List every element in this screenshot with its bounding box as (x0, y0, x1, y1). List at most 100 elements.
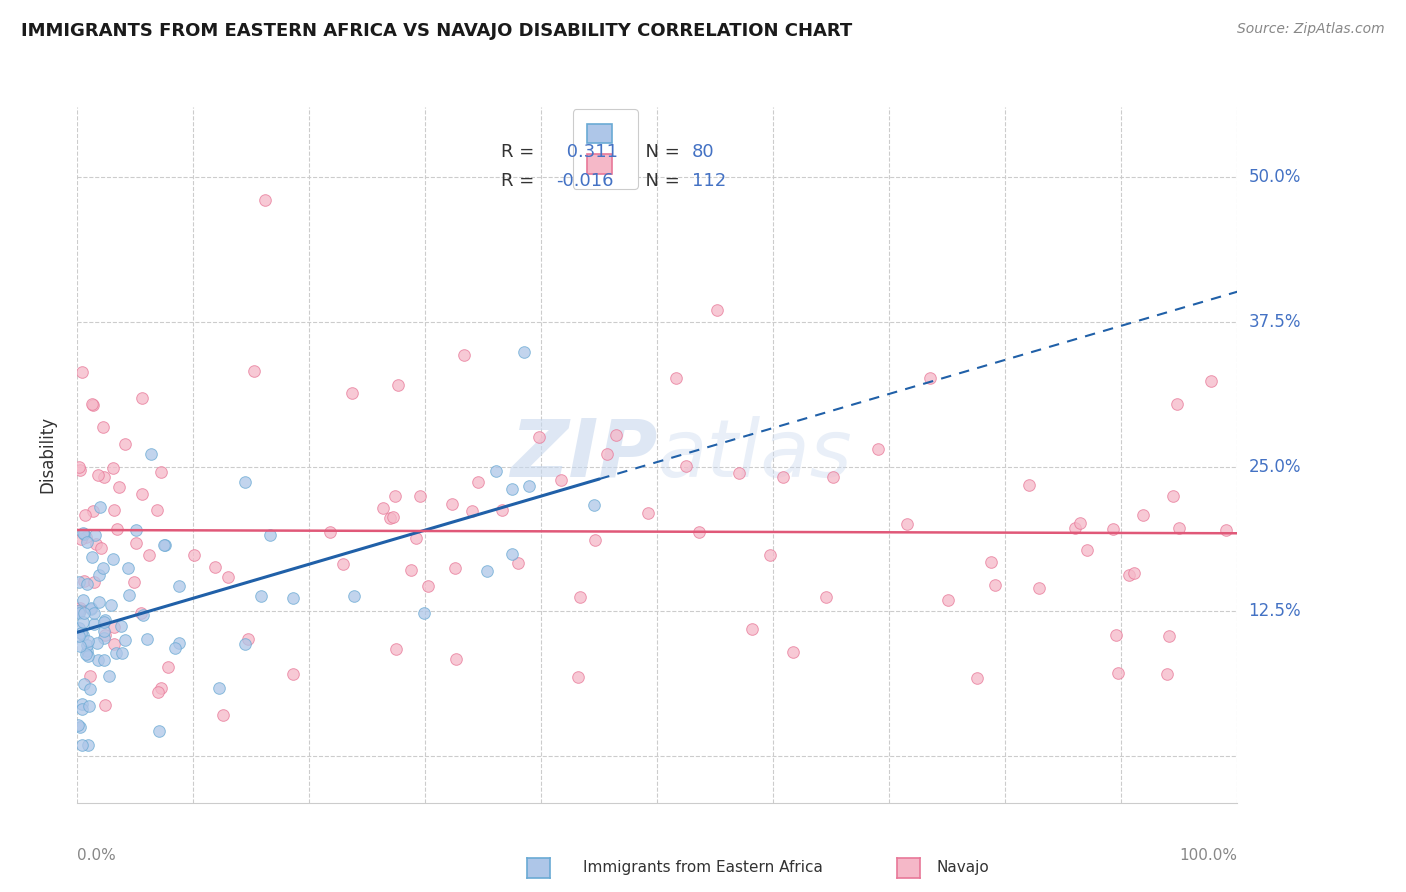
Point (401, 563, 423, 577)
Point (79, 669, 101, 683)
Text: Immigrants from Eastern Africa: Immigrants from Eastern Africa (583, 860, 823, 874)
Point (73, 527, 96, 541)
Point (69, 601, 91, 615)
Point (110, 618, 132, 632)
Point (1105, 628, 1128, 642)
Point (77, 698, 100, 713)
Point (150, 681, 173, 696)
Point (1069, 516, 1091, 531)
Point (866, 442, 889, 456)
Point (89, 500, 111, 514)
Point (70, 626, 93, 640)
Point (319, 524, 342, 539)
Point (461, 503, 484, 517)
Point (148, 724, 170, 739)
Point (141, 447, 163, 461)
Text: 50.0%: 50.0% (1249, 168, 1301, 186)
Point (1076, 542, 1098, 557)
Point (332, 557, 354, 571)
Point (83, 606, 105, 620)
Point (966, 671, 988, 685)
Point (104, 646, 127, 660)
Point (72, 607, 94, 621)
Point (114, 437, 136, 451)
Point (233, 475, 256, 490)
Point (1018, 478, 1040, 492)
Point (67, 604, 90, 618)
Point (167, 636, 190, 650)
Point (1123, 566, 1146, 580)
Point (1107, 665, 1129, 680)
Point (675, 458, 697, 473)
Point (111, 647, 134, 661)
Point (69, 463, 91, 477)
Point (1118, 567, 1140, 582)
Point (131, 487, 153, 501)
Text: R =: R = (501, 144, 540, 161)
Point (70, 702, 93, 716)
Point (569, 591, 592, 605)
Point (107, 480, 129, 494)
Point (772, 470, 794, 484)
Point (67, 606, 90, 620)
Point (83, 574, 105, 589)
Point (665, 371, 688, 385)
Text: 80: 80 (692, 144, 714, 161)
Point (413, 606, 436, 620)
Point (983, 578, 1005, 592)
Point (86, 636, 108, 650)
Text: N =: N = (634, 172, 686, 191)
Text: IMMIGRANTS FROM EASTERN AFRICA VS NAVAJO DISABILITY CORRELATION CHART: IMMIGRANTS FROM EASTERN AFRICA VS NAVAJO… (21, 22, 852, 40)
Point (567, 670, 589, 684)
Point (506, 556, 529, 570)
Point (84, 527, 107, 541)
Legend: , : , (572, 109, 637, 188)
Point (82, 504, 104, 518)
Point (72, 593, 94, 607)
Point (453, 348, 475, 362)
Point (73, 677, 96, 691)
Point (688, 524, 710, 539)
Point (105, 522, 128, 536)
Point (69, 532, 91, 546)
Text: 12.5%: 12.5% (1249, 602, 1301, 621)
Text: R =: R = (501, 172, 540, 191)
Point (343, 589, 366, 603)
Point (501, 482, 523, 496)
Point (152, 538, 174, 552)
Point (103, 502, 125, 516)
Point (70, 738, 93, 752)
Point (83, 616, 105, 631)
Point (1132, 508, 1154, 522)
Text: 25.0%: 25.0% (1249, 458, 1301, 475)
Point (93, 469, 115, 483)
Point (76, 643, 98, 657)
Point (79, 681, 101, 696)
Point (250, 590, 273, 604)
Text: ZIP: ZIP (510, 416, 658, 494)
Point (124, 536, 146, 550)
Point (706, 303, 728, 318)
Text: 37.5%: 37.5% (1249, 312, 1301, 331)
Point (281, 591, 304, 605)
Point (146, 685, 169, 699)
Y-axis label: Disability: Disability (38, 417, 56, 493)
Point (759, 548, 782, 562)
Point (371, 500, 394, 515)
Point (75, 531, 97, 545)
Point (103, 637, 125, 651)
Point (94, 613, 117, 627)
Point (67, 717, 90, 731)
Point (405, 531, 427, 545)
Point (124, 523, 146, 537)
Point (122, 574, 145, 589)
Point (1161, 489, 1184, 503)
Point (517, 479, 540, 493)
Point (93, 627, 115, 641)
Point (87, 595, 110, 609)
Point (146, 503, 169, 517)
Text: Navajo: Navajo (936, 860, 990, 874)
Text: 0.0%: 0.0% (77, 848, 117, 863)
Point (637, 506, 659, 520)
Text: -0.016: -0.016 (557, 172, 614, 191)
